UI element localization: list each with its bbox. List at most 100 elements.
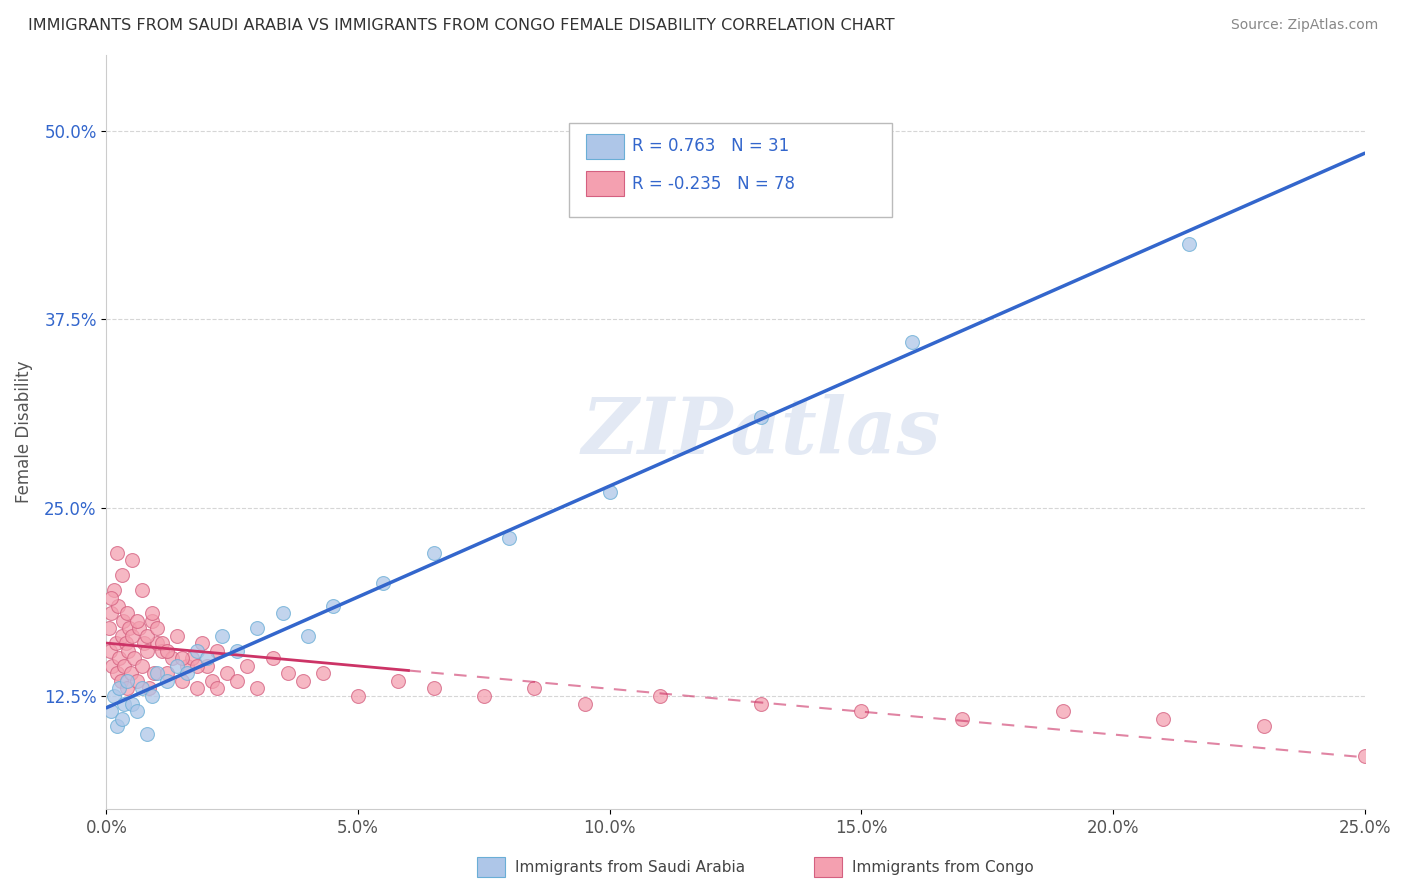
- Point: [523, 681, 546, 696]
- Point: [100, 591, 122, 605]
- Point: [191, 636, 214, 650]
- Point: [347, 689, 370, 703]
- Point: [110, 673, 132, 688]
- Point: [125, 673, 148, 688]
- Text: ZIPatlas: ZIPatlas: [581, 394, 941, 470]
- Point: [186, 659, 208, 673]
- Point: [195, 659, 218, 673]
- Point: [135, 727, 157, 741]
- Point: [105, 666, 128, 681]
- Point: [117, 644, 139, 658]
- Point: [297, 629, 319, 643]
- Text: IMMIGRANTS FROM SAUDI ARABIA VS IMMIGRANTS FROM CONGO FEMALE DISABILITY CORRELAT: IMMIGRANTS FROM SAUDI ARABIA VS IMMIGRAN…: [28, 18, 894, 33]
- Point: [599, 485, 621, 500]
- Point: [104, 636, 127, 650]
- Point: [118, 621, 141, 635]
- Point: [205, 644, 228, 658]
- Point: [236, 659, 259, 673]
- Point: [143, 666, 166, 681]
- Point: [131, 681, 153, 696]
- Point: [141, 606, 163, 620]
- Point: [472, 689, 495, 703]
- Point: [422, 546, 444, 560]
- Point: [1354, 749, 1376, 764]
- Point: [226, 673, 249, 688]
- Point: [246, 621, 269, 635]
- Point: [1052, 704, 1074, 718]
- Point: [387, 673, 409, 688]
- Point: [277, 666, 299, 681]
- Point: [135, 644, 157, 658]
- Y-axis label: Female Disability: Female Disability: [15, 361, 32, 503]
- Point: [134, 636, 156, 650]
- Point: [146, 636, 169, 650]
- Point: [121, 553, 143, 567]
- Point: [98, 621, 121, 635]
- Point: [186, 644, 208, 658]
- Point: [110, 568, 132, 582]
- Point: [170, 651, 193, 665]
- Point: [166, 629, 188, 643]
- Point: [170, 673, 193, 688]
- Text: R = -0.235   N = 78: R = -0.235 N = 78: [633, 175, 794, 193]
- Point: [291, 673, 314, 688]
- Point: [373, 576, 395, 591]
- Point: [121, 697, 143, 711]
- Point: [125, 704, 148, 718]
- Point: [211, 629, 233, 643]
- Point: [156, 666, 179, 681]
- Point: [100, 704, 122, 718]
- Point: [108, 651, 131, 665]
- Point: [160, 651, 183, 665]
- Point: [125, 614, 148, 628]
- Point: [156, 673, 179, 688]
- Point: [135, 629, 157, 643]
- Point: [110, 712, 132, 726]
- Point: [146, 666, 169, 681]
- Point: [498, 531, 520, 545]
- Point: [138, 681, 160, 696]
- Text: Source: ZipAtlas.com: Source: ZipAtlas.com: [1230, 18, 1378, 32]
- Point: [115, 673, 138, 688]
- Text: R = 0.763   N = 31: R = 0.763 N = 31: [633, 137, 789, 155]
- Point: [176, 666, 198, 681]
- Point: [103, 689, 125, 703]
- Point: [271, 606, 294, 620]
- Point: [900, 334, 922, 349]
- Point: [201, 673, 224, 688]
- Point: [101, 659, 124, 673]
- Point: [121, 629, 143, 643]
- Point: [176, 659, 198, 673]
- Point: [150, 636, 173, 650]
- Point: [1253, 719, 1275, 733]
- Point: [122, 651, 145, 665]
- Text: Immigrants from Saudi Arabia: Immigrants from Saudi Arabia: [515, 860, 745, 874]
- Point: [1177, 236, 1199, 251]
- Point: [205, 681, 228, 696]
- Point: [112, 659, 135, 673]
- Text: Immigrants from Congo: Immigrants from Congo: [852, 860, 1033, 874]
- Point: [150, 644, 173, 658]
- Point: [312, 666, 335, 681]
- Point: [851, 704, 873, 718]
- Point: [246, 681, 269, 696]
- Point: [131, 659, 153, 673]
- Point: [146, 621, 169, 635]
- Point: [112, 697, 135, 711]
- Point: [422, 681, 444, 696]
- Point: [749, 410, 772, 425]
- Point: [120, 666, 142, 681]
- Point: [648, 689, 671, 703]
- Point: [108, 681, 131, 696]
- Point: [262, 651, 284, 665]
- Point: [111, 614, 134, 628]
- Point: [105, 546, 128, 560]
- Point: [950, 712, 973, 726]
- Point: [107, 599, 129, 613]
- Point: [131, 583, 153, 598]
- Point: [181, 651, 204, 665]
- Point: [103, 583, 125, 598]
- Point: [100, 644, 122, 658]
- Point: [186, 681, 208, 696]
- Point: [156, 644, 179, 658]
